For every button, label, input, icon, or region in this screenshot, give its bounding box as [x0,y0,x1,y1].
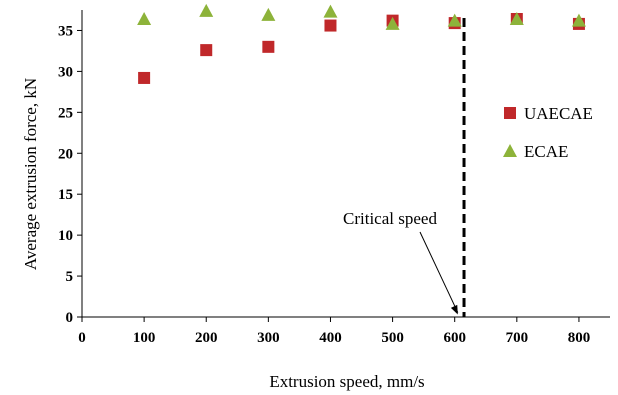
ecae-point [571,13,586,27]
x-tick-label: 100 [133,330,156,346]
x-tick-label: 800 [568,330,591,346]
ecae-point [261,7,276,21]
uaecae-point [200,44,213,57]
y-tick-label: 10 [58,228,73,244]
ecae-point [199,3,214,17]
x-tick-label: 0 [78,330,86,346]
x-tick-label: 700 [506,330,529,346]
x-tick-label: 500 [381,330,404,346]
y-axis-title: Average extrusion force, kN [21,78,40,270]
x-tick-label: 200 [195,330,218,346]
critical-speed-annotation: Critical speed [343,209,437,228]
annotation-arrow [419,231,459,313]
y-tick-label: 20 [58,146,73,162]
x-tick-label: 600 [443,330,466,346]
x-axis-title: Extrusion speed, mm/s [269,372,424,391]
uaecae-point [262,40,275,53]
y-tick-label: 15 [58,187,73,203]
tick-labels: 0 5 10 15 20 25 30 35 0 100 200 300 400 500 600 700 800 [58,23,590,346]
ecae-point [447,13,462,27]
legend-uaecae-label: UAECAE [524,104,593,123]
legend-uaecae-marker [504,107,516,119]
y-tick-label: 5 [66,269,74,285]
y-tick-label: 30 [58,64,73,80]
annotation-arrowhead [450,304,458,315]
y-tick-label: 25 [58,105,73,121]
uaecae-point [324,19,337,32]
axes [77,10,610,322]
legend-ecae-marker [503,144,517,157]
ecae-point [137,12,152,26]
critical-speed-line [419,18,466,317]
ecae-point [385,16,400,30]
x-tick-label: 300 [257,330,280,346]
data-markers [137,3,586,84]
ecae-point [509,12,524,26]
uaecae-point [138,71,151,84]
x-tick-label: 400 [319,330,342,346]
ecae-point [323,4,338,18]
y-tick-label: 0 [66,310,74,326]
legend-ecae-label: ECAE [524,142,568,161]
y-tick-label: 35 [58,23,73,39]
legend: UAECAE ECAE [503,104,593,161]
